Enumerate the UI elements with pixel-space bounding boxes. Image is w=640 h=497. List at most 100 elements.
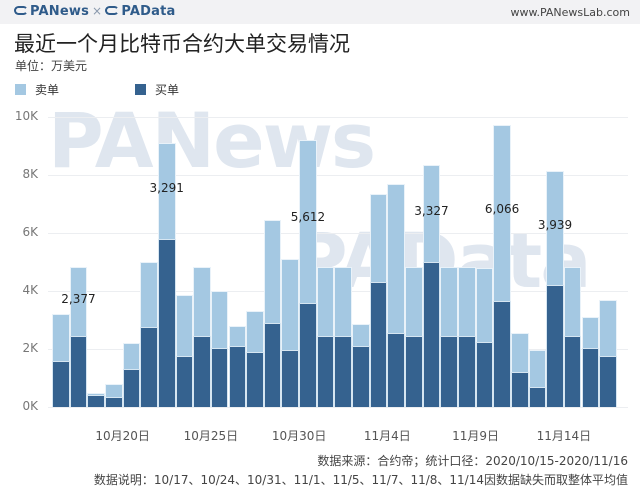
bar-buy [299, 302, 317, 407]
bar-buy [475, 341, 494, 407]
y-tick-label: 4K [22, 283, 38, 297]
bar-sell [316, 267, 335, 336]
bar-sell [528, 350, 547, 387]
bar-sell [299, 139, 317, 303]
header-bar: PANews × PAData www.PANewsLab.com [0, 0, 640, 24]
y-tick-label: 2K [22, 341, 38, 355]
bar-sell [352, 324, 370, 347]
bar-buy [493, 301, 511, 407]
bar-buy [440, 335, 458, 407]
bar-buy [369, 282, 388, 407]
legend-label-sell: 卖单 [35, 83, 60, 97]
bar-buy [52, 360, 70, 407]
data-label: 3,939 [537, 217, 573, 232]
bar-sell [228, 325, 247, 347]
y-tick-label: 0K [22, 399, 38, 413]
bar-buy [69, 335, 88, 407]
bar-buy [334, 335, 353, 407]
legend-item-buy: 买单 [135, 81, 179, 98]
bar-sell [263, 219, 282, 323]
bar-buy [263, 322, 282, 407]
bar-buy [104, 396, 123, 407]
bar-sell [581, 317, 600, 348]
bar-sell [87, 392, 105, 396]
watermark-panews: PANews [48, 96, 376, 185]
gridline [48, 175, 628, 176]
legend-swatch-sell [15, 84, 26, 95]
data-source: 数据来源：合约帝；统计口径：2020/10/15-2020/11/16 [317, 454, 628, 468]
bar-sell [369, 193, 388, 283]
data-label: 3,327 [414, 203, 449, 218]
bar-buy [87, 395, 105, 407]
bar-buy [563, 335, 582, 407]
bar-buy [510, 372, 529, 407]
y-tick-label: 6K [22, 225, 38, 239]
bar-sell [387, 183, 405, 334]
bar-sell [175, 295, 194, 357]
bar-sell [405, 267, 423, 336]
padata-logo-icon [105, 6, 120, 15]
legend-label-buy: 买单 [155, 83, 180, 97]
bar-buy [210, 347, 229, 407]
bar-sell [510, 333, 529, 373]
bar-sell [563, 267, 582, 336]
bar-buy [546, 285, 564, 407]
y-tick-label: 8K [22, 167, 38, 181]
bar-buy [281, 350, 300, 407]
bar-buy [352, 346, 370, 407]
bar-sell [210, 291, 229, 348]
data-label: 6,066 [484, 201, 520, 216]
bar-sell [599, 299, 617, 357]
bar-buy [193, 335, 211, 407]
panews-logo-icon [14, 6, 28, 15]
gridline [48, 407, 628, 408]
bar-sell [246, 311, 264, 352]
bar-buy [157, 238, 176, 407]
brand-separator: × [92, 4, 103, 18]
data-note: 数据说明：10/17、10/24、10/31、11/1、11/5、11/7、11… [93, 473, 628, 487]
brand-logos: PANews × PAData [14, 4, 175, 19]
x-tick-label: 11月9日 [452, 429, 500, 443]
bar-buy [422, 262, 441, 407]
bar-sell [69, 267, 88, 336]
data-label: 2,377 [61, 292, 96, 307]
chart-unit: 单位：万美元 [15, 59, 88, 73]
bar-buy [581, 347, 600, 407]
bar-sell [440, 267, 458, 336]
bar-buy [528, 386, 547, 407]
bar-buy [599, 356, 617, 407]
bar-buy [228, 346, 247, 407]
bar-buy [457, 335, 476, 407]
bar-sell [334, 267, 353, 336]
bar-sell [122, 343, 141, 370]
site-url: www.PANewsLab.com [510, 6, 631, 19]
y-tick-label: 10K [14, 109, 38, 123]
bar-sell [493, 125, 511, 302]
bar-sell [104, 383, 123, 397]
bar-sell [281, 259, 300, 351]
chart-title: 最近一个月比特币合约大单交易情况 [14, 32, 350, 56]
bar-sell [422, 165, 441, 262]
x-tick-label: 11月14日 [536, 429, 592, 443]
legend-swatch-buy [135, 84, 146, 95]
bar-buy [140, 327, 158, 407]
bar-buy [122, 369, 141, 407]
x-tick-label: 10月30日 [271, 429, 327, 443]
bar-sell [457, 267, 476, 336]
x-tick-label: 10月25日 [183, 429, 239, 443]
x-tick-label: 10月20日 [95, 429, 150, 443]
x-tick-label: 11月4日 [363, 429, 411, 443]
data-label: 5,612 [290, 210, 326, 224]
gridline [48, 117, 628, 118]
bar-sell [140, 262, 158, 328]
bar-sell [546, 170, 564, 286]
bar-sell [193, 267, 211, 336]
bar-sell [52, 314, 70, 361]
bar-buy [246, 351, 264, 407]
brand-padata: PAData [121, 4, 176, 19]
bar-sell [157, 143, 176, 239]
bar-buy [387, 333, 405, 407]
data-label: 3,291 [149, 181, 184, 196]
gridline [48, 233, 628, 234]
legend-item-sell: 卖单 [15, 81, 59, 98]
